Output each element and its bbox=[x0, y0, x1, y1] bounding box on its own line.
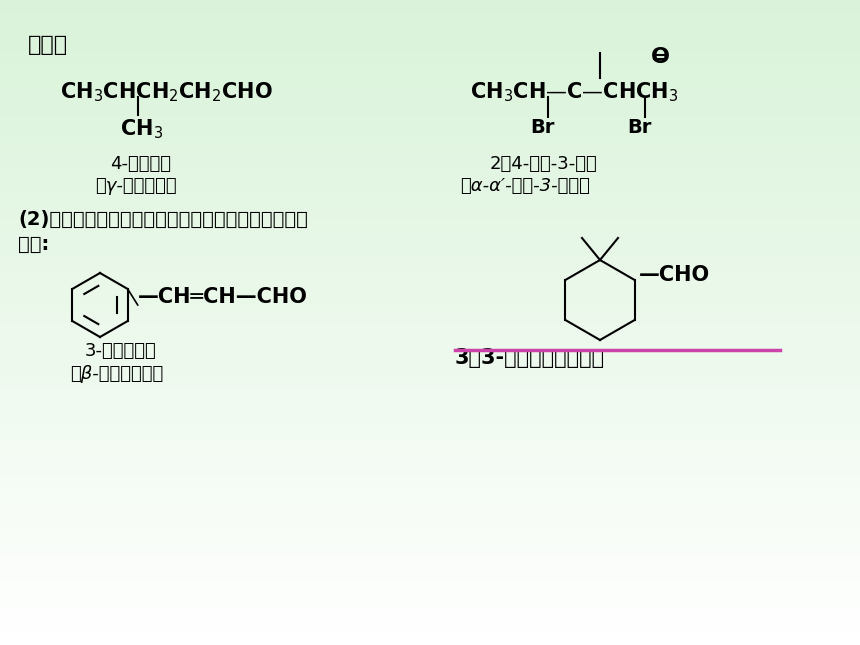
Bar bbox=[0, 168, 860, 181]
Bar bbox=[0, 593, 860, 606]
Bar bbox=[0, 542, 860, 555]
Text: 例如：: 例如： bbox=[28, 35, 68, 55]
Bar bbox=[0, 503, 860, 516]
Bar bbox=[0, 245, 860, 258]
Text: CH$_3$: CH$_3$ bbox=[120, 117, 163, 141]
Bar bbox=[0, 348, 860, 361]
Bar bbox=[0, 155, 860, 168]
Bar bbox=[0, 568, 860, 580]
Bar bbox=[0, 26, 860, 39]
Text: 3-苯基丙烯醛: 3-苯基丙烯醛 bbox=[85, 342, 157, 360]
Bar bbox=[0, 400, 860, 413]
Bar bbox=[0, 439, 860, 451]
Bar bbox=[0, 310, 860, 322]
Bar bbox=[0, 0, 860, 13]
Bar bbox=[0, 619, 860, 632]
Bar bbox=[0, 284, 860, 297]
Bar bbox=[0, 13, 860, 26]
Text: 4-甲基戊醛: 4-甲基戊醛 bbox=[110, 155, 171, 173]
Bar bbox=[0, 426, 860, 439]
Bar bbox=[0, 464, 860, 477]
Text: 代基:: 代基: bbox=[18, 235, 49, 254]
Text: Br: Br bbox=[627, 118, 651, 137]
Text: —CHO: —CHO bbox=[639, 265, 710, 285]
Bar bbox=[0, 632, 860, 645]
Bar bbox=[0, 297, 860, 310]
Bar bbox=[0, 103, 860, 116]
Bar bbox=[0, 413, 860, 426]
Bar bbox=[0, 529, 860, 542]
Bar bbox=[0, 77, 860, 90]
Bar bbox=[0, 194, 860, 206]
Bar bbox=[0, 64, 860, 77]
Text: （α-α′-二溴-3-戊酮）: （α-α′-二溴-3-戊酮） bbox=[460, 177, 590, 195]
Text: —CH═CH—CHO: —CH═CH—CHO bbox=[138, 287, 308, 307]
Text: (2)芳香醛、酮的命名，常将脂链作为主链，芳环为取: (2)芳香醛、酮的命名，常将脂链作为主链，芳环为取 bbox=[18, 210, 308, 229]
Bar bbox=[0, 606, 860, 619]
Bar bbox=[0, 142, 860, 155]
Bar bbox=[0, 271, 860, 284]
Bar bbox=[0, 52, 860, 64]
Text: （γ-甲基戊醛）: （γ-甲基戊醛） bbox=[95, 177, 176, 195]
Bar bbox=[0, 490, 860, 503]
Text: Br: Br bbox=[530, 118, 555, 137]
Bar bbox=[0, 116, 860, 129]
Text: 2，4-二溴-3-戊酮: 2，4-二溴-3-戊酮 bbox=[490, 155, 598, 173]
Bar bbox=[0, 361, 860, 374]
Bar bbox=[0, 129, 860, 142]
Text: CH$_3$CH—C—CHCH$_3$: CH$_3$CH—C—CHCH$_3$ bbox=[470, 80, 679, 104]
Text: 3，3-二甲基环己基甲醛: 3，3-二甲基环己基甲醛 bbox=[455, 348, 605, 368]
Bar bbox=[0, 90, 860, 103]
Bar bbox=[0, 258, 860, 271]
Text: （β-苯基丙烯醛）: （β-苯基丙烯醛） bbox=[70, 365, 163, 383]
Bar bbox=[0, 555, 860, 568]
Bar bbox=[0, 39, 860, 52]
Bar bbox=[0, 580, 860, 593]
Bar bbox=[0, 516, 860, 529]
Bar bbox=[0, 335, 860, 348]
Bar bbox=[0, 206, 860, 219]
Bar bbox=[0, 219, 860, 232]
Bar bbox=[0, 374, 860, 387]
Bar bbox=[0, 387, 860, 400]
Text: O: O bbox=[650, 47, 669, 67]
Bar bbox=[0, 451, 860, 464]
Bar bbox=[0, 477, 860, 490]
Bar bbox=[0, 181, 860, 194]
Bar bbox=[0, 232, 860, 245]
Bar bbox=[0, 322, 860, 335]
Text: CH$_3$CHCH$_2$CH$_2$CHO: CH$_3$CHCH$_2$CH$_2$CHO bbox=[60, 80, 273, 104]
